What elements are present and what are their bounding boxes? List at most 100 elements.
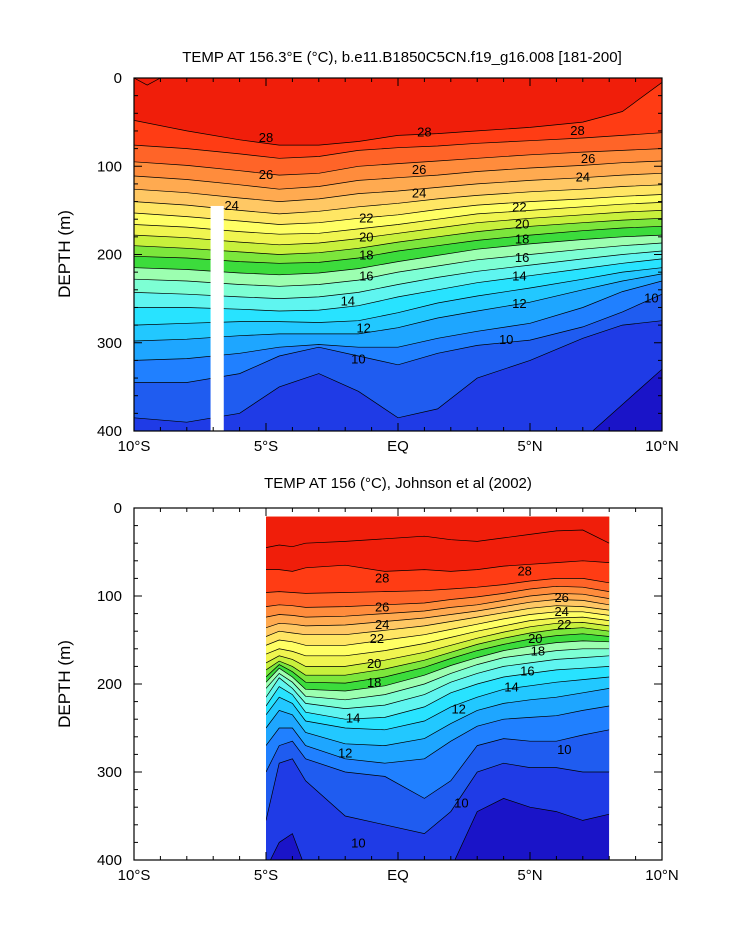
observation-panel: TEMP AT 156 (°C), Johnson et al (2002) 2… bbox=[55, 475, 679, 884]
isotherm-11 bbox=[134, 280, 662, 361]
contour-label: 24 bbox=[554, 604, 568, 619]
contour-label: 24 bbox=[224, 198, 238, 213]
contour-label: 28 bbox=[570, 123, 584, 138]
x-tick-label: EQ bbox=[387, 867, 409, 884]
isotherm-26 bbox=[134, 148, 662, 176]
model-panel: TEMP AT 156.3°E (°C), b.e11.B1850C5CN.f1… bbox=[55, 49, 679, 455]
contour-label: 18 bbox=[531, 643, 545, 658]
contour-label: 28 bbox=[375, 570, 389, 585]
contour-label: 10 bbox=[351, 835, 365, 850]
y-tick-label: 0 bbox=[114, 500, 122, 517]
axes: 10°S 5°S EQ 5°N 10°N 0 100 200 300 400 bbox=[97, 70, 679, 455]
isotherm-9 bbox=[266, 758, 610, 834]
isotherm-20 bbox=[134, 210, 662, 246]
isotherm-24 bbox=[134, 172, 662, 202]
y-tick-label: 100 bbox=[97, 158, 122, 175]
y-tick-label: 200 bbox=[97, 247, 122, 264]
y-tick-label: 400 bbox=[97, 852, 122, 869]
isotherm-29 bbox=[134, 78, 161, 86]
isotherm-15 bbox=[134, 250, 662, 299]
isotherm-22 bbox=[266, 611, 610, 646]
temperature-fill bbox=[134, 78, 662, 431]
contour-label: 28 bbox=[259, 130, 273, 145]
contour-label: 12 bbox=[356, 321, 370, 336]
isotherm-10 bbox=[266, 729, 610, 799]
isotherm-26 bbox=[266, 585, 610, 608]
contour-label: 16 bbox=[515, 250, 529, 265]
isotherm-17 bbox=[266, 640, 610, 692]
isotherm-14 bbox=[134, 258, 662, 312]
contour-label: 26 bbox=[375, 599, 389, 614]
contour-label: 14 bbox=[512, 269, 526, 284]
isotherm-11 bbox=[266, 705, 610, 764]
contour-label: 26 bbox=[581, 151, 595, 166]
y-tick-label: 300 bbox=[97, 764, 122, 781]
isotherm-12 bbox=[134, 273, 662, 342]
x-tick-label: EQ bbox=[387, 438, 409, 455]
isotherm-17 bbox=[134, 234, 662, 276]
y-tick-label: 400 bbox=[97, 423, 122, 440]
isotherm-24 bbox=[266, 599, 610, 629]
chart-title: TEMP AT 156 (°C), Johnson et al (2002) bbox=[264, 475, 532, 492]
isotherm-28 bbox=[134, 82, 662, 146]
contour-label: 20 bbox=[528, 631, 542, 646]
isotherm-13 bbox=[134, 267, 662, 326]
contour-label: 24 bbox=[375, 617, 389, 632]
contour-label: 10 bbox=[557, 742, 571, 757]
band-28 bbox=[134, 78, 662, 146]
isotherm-20 bbox=[266, 622, 610, 667]
contour-label: 12 bbox=[451, 702, 465, 717]
isotherm-25 bbox=[134, 160, 662, 190]
contour-label: 10 bbox=[644, 291, 658, 306]
temperature-fill bbox=[266, 516, 610, 860]
y-tick-label: 300 bbox=[97, 335, 122, 352]
isotherm-18 bbox=[134, 225, 662, 264]
x-tick-label: 5°N bbox=[517, 867, 542, 884]
axes: 10°S 5°S EQ 5°N 10°N 0 100 200 300 400 bbox=[97, 500, 679, 884]
isotherm-19 bbox=[134, 217, 662, 255]
isotherm-13 bbox=[266, 676, 610, 731]
isotherm-27 bbox=[266, 578, 610, 594]
isotherm-23 bbox=[266, 605, 610, 637]
isotherm-14 bbox=[266, 666, 610, 720]
contour-label: 22 bbox=[512, 200, 526, 215]
contour-label: 24 bbox=[412, 186, 426, 201]
isotherm-18 bbox=[266, 633, 610, 684]
contour-label: 16 bbox=[359, 269, 373, 284]
contour-label: 26 bbox=[412, 162, 426, 177]
contour-label: 14 bbox=[341, 293, 355, 308]
contour-label: 22 bbox=[370, 631, 384, 646]
y-tick-label: 100 bbox=[97, 588, 122, 605]
isotherm-25 bbox=[266, 593, 610, 618]
y-tick-label: 200 bbox=[97, 676, 122, 693]
isotherm-21 bbox=[134, 202, 662, 235]
contour-label: 28 bbox=[417, 125, 431, 140]
contour-label: 10 bbox=[351, 352, 365, 367]
isotherm-9 bbox=[134, 320, 662, 423]
band-29 bbox=[134, 78, 161, 86]
isotherm-15 bbox=[266, 655, 610, 709]
y-axis-label: DEPTH (m) bbox=[55, 210, 74, 298]
isotherm-8 bbox=[270, 798, 610, 860]
x-tick-label: 5°S bbox=[254, 867, 278, 884]
x-tick-label: 10°S bbox=[118, 438, 151, 455]
contour-label: 22 bbox=[359, 210, 373, 225]
isotherm-10 bbox=[134, 293, 662, 383]
contour-label: 26 bbox=[259, 167, 273, 182]
isotherm-28 bbox=[266, 560, 610, 572]
y-tick-label: 0 bbox=[114, 70, 122, 87]
contour-label: 20 bbox=[515, 217, 529, 232]
x-tick-label: 10°N bbox=[645, 438, 679, 455]
contour-label: 18 bbox=[359, 247, 373, 262]
contour-label: 28 bbox=[517, 563, 531, 578]
contour-label: 22 bbox=[557, 617, 571, 632]
isotherm-23 bbox=[134, 184, 662, 215]
contour-label: 20 bbox=[359, 230, 373, 245]
contour-label: 10 bbox=[454, 796, 468, 811]
x-tick-label: 5°S bbox=[254, 438, 278, 455]
isotherm-12 bbox=[266, 688, 610, 746]
contour-label: 14 bbox=[504, 680, 518, 695]
